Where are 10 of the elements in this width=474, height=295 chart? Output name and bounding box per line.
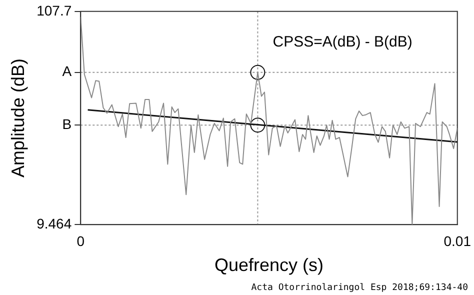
annotation: CPSS=A(dB) - B(dB) (272, 33, 412, 50)
x-axis-title: Quefrency (s) (214, 255, 324, 276)
text: Acta Otorrinolaringol Esp 2018;69:134-40 (251, 283, 468, 293)
x-tick-label: 0 (76, 232, 85, 249)
x-tick-label: 0.01 (444, 232, 472, 249)
y-axis-title: Amplitude (dB) (8, 58, 28, 178)
y-tick-label: 9.464 (36, 215, 72, 232)
y-tick-label: 107.7 (36, 2, 72, 18)
y-tick-label: A (62, 63, 72, 80)
y-tick-label: B (62, 116, 72, 132)
